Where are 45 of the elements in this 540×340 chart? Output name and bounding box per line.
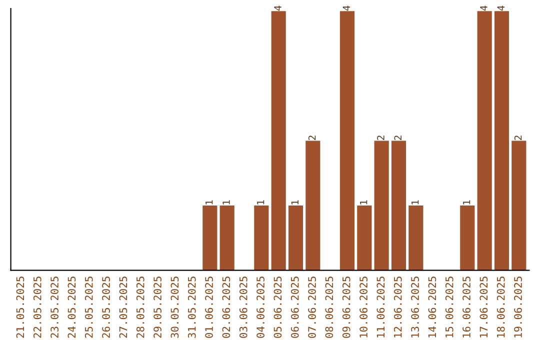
x-tick-label: 28.05.2025 bbox=[136, 276, 144, 338]
data-label: 4 bbox=[497, 6, 504, 11]
x-tick-label: 05.06.2025 bbox=[274, 276, 282, 338]
x-tick-label: 09.06.2025 bbox=[342, 276, 350, 338]
data-label: 1 bbox=[206, 200, 213, 204]
x-tick-label: 07.06.2025 bbox=[308, 276, 316, 338]
x-tick-label: 06.06.2025 bbox=[290, 276, 299, 338]
data-label: 1 bbox=[222, 200, 230, 204]
x-tick-label: 30.05.2025 bbox=[170, 276, 179, 338]
x-tick-label: 18.06.2025 bbox=[496, 276, 505, 338]
data-label: 2 bbox=[377, 136, 384, 140]
x-tick-label: 21.05.2025 bbox=[16, 276, 24, 338]
x-tick-label: 29.05.2025 bbox=[154, 276, 162, 338]
x-tick-label: 19.06.2025 bbox=[514, 276, 522, 338]
x-tick-label: 24.05.2025 bbox=[68, 276, 76, 338]
x-tick-label: 14.06.2025 bbox=[428, 276, 436, 338]
x-tick-label: 15.06.2025 bbox=[445, 276, 454, 338]
x-tick-label: 31.05.2025 bbox=[188, 276, 196, 338]
x-tick-label: 04.06.2025 bbox=[256, 276, 264, 338]
data-label: 1 bbox=[291, 200, 298, 204]
x-tick-label: 03.06.2025 bbox=[239, 276, 248, 338]
x-tick-label: 02.06.2025 bbox=[222, 276, 230, 338]
data-label: 2 bbox=[308, 136, 316, 140]
x-tick-label: 25.05.2025 bbox=[84, 276, 93, 338]
x-tick-label: 17.06.2025 bbox=[480, 276, 488, 338]
x-tick-label: 01.06.2025 bbox=[205, 276, 213, 338]
x-tick-label: 27.05.2025 bbox=[119, 276, 128, 338]
data-label: 4 bbox=[274, 6, 282, 11]
x-tick-label: 16.06.2025 bbox=[462, 276, 470, 338]
x-tick-label: 22.05.2025 bbox=[33, 276, 42, 338]
data-label: 4 bbox=[480, 6, 488, 11]
data-label: 1 bbox=[257, 200, 264, 204]
data-label: 2 bbox=[394, 136, 402, 140]
data-label: 1 bbox=[360, 200, 368, 204]
x-tick-label: 11.06.2025 bbox=[376, 276, 385, 338]
x-tick-label: 23.05.2025 bbox=[50, 276, 58, 338]
x-tick-label: 10.06.2025 bbox=[360, 276, 368, 338]
data-label: 1 bbox=[412, 200, 419, 204]
data-label: 2 bbox=[514, 136, 522, 140]
x-tick-label: 08.06.2025 bbox=[325, 276, 334, 338]
x-tick-label: 12.06.2025 bbox=[394, 276, 402, 338]
data-label: 1 bbox=[463, 200, 470, 204]
x-tick-label: 26.05.2025 bbox=[102, 276, 110, 338]
data-label: 4 bbox=[342, 6, 350, 11]
x-tick-label: 13.06.2025 bbox=[411, 276, 419, 338]
